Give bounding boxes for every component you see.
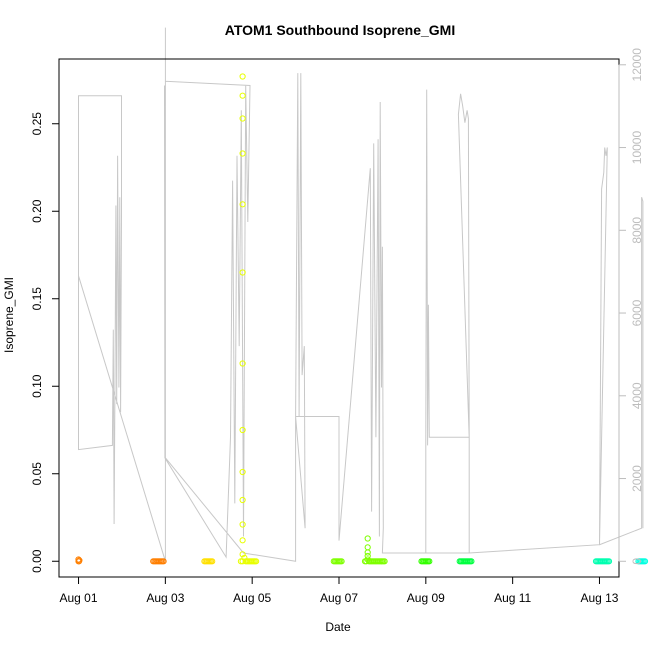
x-tick-label: Aug 09 [407,591,445,605]
data-point [239,269,246,276]
y-tick-label-right: 12000 [630,48,644,82]
y-tick-label-right: 10000 [630,131,644,165]
data-point [239,537,246,544]
data-point [239,521,246,528]
x-tick-label: Aug 01 [60,591,98,605]
data-point [364,549,371,556]
x-tick-label: Aug 11 [494,591,531,605]
y-tick-label-right: 0 [630,558,644,565]
data-point [239,468,246,476]
chart-title: ATOM1 Southbound Isoprene_GMI [225,22,455,38]
y-tick-label-left: 0.20 [30,199,44,223]
data-point [239,92,246,99]
data-point [381,558,388,565]
altitude-trace-line [78,27,644,562]
x-tick-label: Aug 13 [580,591,618,605]
data-point [364,535,371,542]
data-point [468,558,475,565]
y-tick-label-right: 6000 [630,299,644,326]
data-point [239,426,246,434]
data-point [338,558,345,565]
data-point [253,558,260,565]
x-tick-label: Aug 03 [146,591,184,605]
y-tick-label-left: 0.25 [30,112,44,136]
y-axis-left: 0.00 0.05 0.10 0.15 0.20 0.25 [30,112,60,573]
data-point [209,558,216,565]
data-point [76,557,83,564]
data-point [239,360,246,367]
y-tick-label-left: 0.00 [30,549,44,573]
data-point [239,150,246,157]
y-axis-right: 0 2000 4000 6000 8000 10000 12000 [618,48,644,565]
x-axis-label: Date [325,620,351,634]
x-tick-label: Aug 07 [320,591,358,605]
data-point [641,558,649,565]
data-point [239,551,246,558]
data-points [75,73,649,565]
data-point [426,558,433,565]
y-tick-label-right: 2000 [630,465,644,492]
altitude-trace [78,27,644,562]
data-point [364,544,371,551]
data-point [239,496,246,504]
y-axis-label: Isoprene_GMI [2,277,16,353]
data-point [239,115,246,122]
data-point [239,73,246,80]
y-tick-label-left: 0.10 [30,374,44,398]
x-tick-label: Aug 05 [233,591,271,605]
y-tick-label-left: 0.05 [30,462,44,486]
y-tick-label-right: 4000 [630,382,644,409]
data-point [160,558,167,565]
data-point [239,558,246,565]
data-point [239,201,246,208]
x-axis: Aug 01 Aug 03 Aug 05 Aug 07 Aug 09 Aug 11 Aug … [60,576,619,605]
y-tick-label-right: 8000 [630,217,644,244]
data-point [605,558,613,565]
y-tick-label-left: 0.15 [30,287,44,311]
